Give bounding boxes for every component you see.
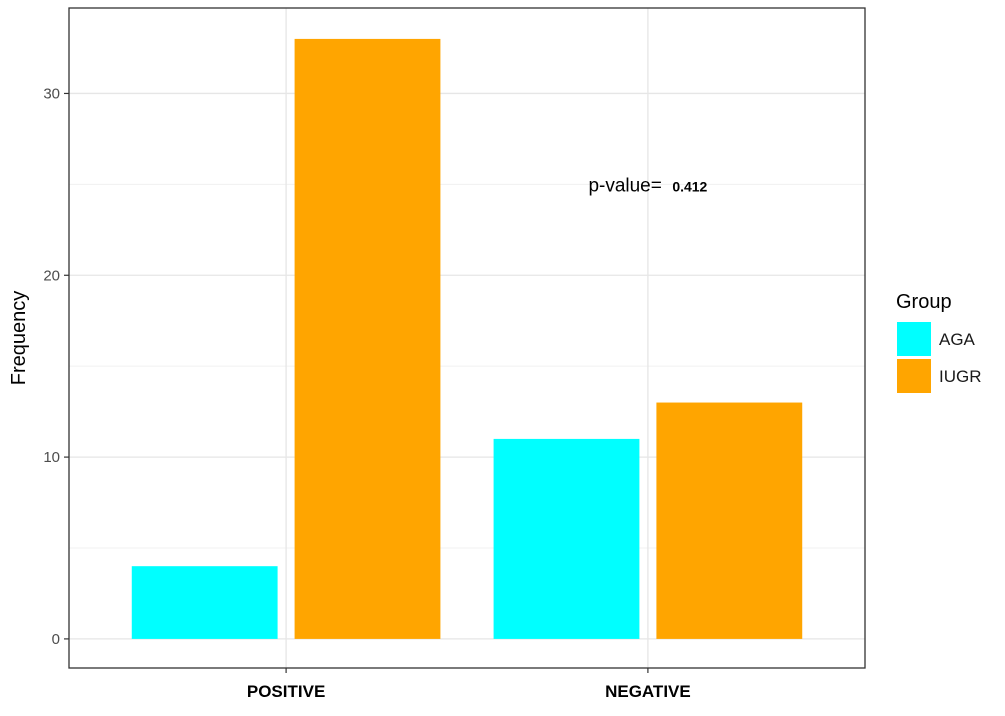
legend-key-aga: [897, 322, 931, 356]
legend-label-aga: AGA: [939, 330, 976, 349]
bar-iugr-negative: [656, 402, 803, 639]
bar-aga-positive: [131, 566, 278, 639]
legend-label-iugr: IUGR: [939, 367, 982, 386]
annotation-text: p-value= 0.412: [588, 175, 707, 196]
bar-aga-negative: [493, 438, 640, 639]
annotation-label: p-value=: [588, 175, 661, 196]
x-tick-label-negative: NEGATIVE: [605, 682, 691, 701]
legend: Group AGA IUGR: [896, 291, 982, 393]
y-axis: 0 10 20 30: [43, 85, 69, 648]
y-tick-label: 0: [52, 631, 60, 648]
panel-border: [68, 7, 866, 669]
bar-iugr-positive: [294, 38, 441, 639]
x-axis: POSITIVE NEGATIVE: [247, 668, 691, 701]
y-tick-label: 30: [43, 85, 60, 102]
legend-key-iugr: [897, 359, 931, 393]
bars: [131, 38, 803, 639]
annotation-value: 0.412: [672, 178, 707, 194]
x-tick-label-positive: POSITIVE: [247, 682, 325, 701]
y-tick-label: 20: [43, 267, 60, 284]
y-tick-label: 10: [43, 449, 60, 466]
legend-title: Group: [896, 291, 952, 313]
y-axis-title: Frequency: [8, 291, 30, 386]
